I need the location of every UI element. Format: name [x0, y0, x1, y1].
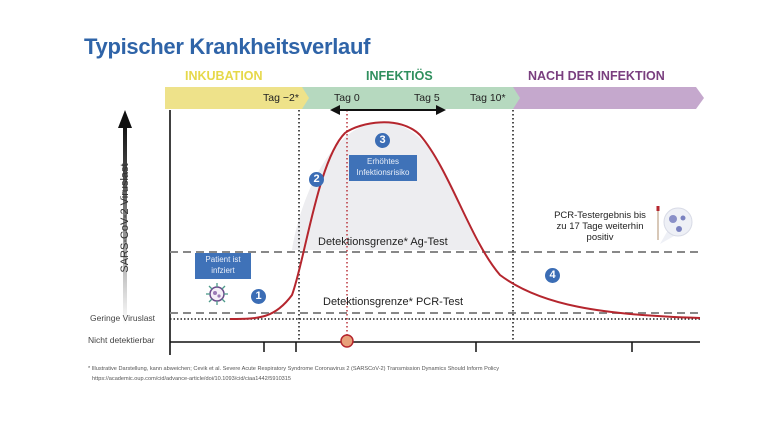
infected-box: Patient ist infziert [195, 253, 251, 279]
step-badge-4: 4 [545, 268, 560, 283]
tag-5: Tag 5 [414, 92, 440, 104]
phase-label-infectious: INFEKTIÖS [366, 69, 433, 83]
tag-10: Tag 10* [470, 92, 506, 104]
footnote-citation: * Illustrative Darstellung, kann abweich… [88, 366, 500, 372]
y-axis-label: SARS-CoV-2 Viruslast [119, 163, 131, 273]
ag-threshold-label: Detektionsgrenze* Ag-Test [318, 236, 448, 248]
tag-minus-2: Tag −2* [263, 92, 299, 104]
risk-box: Erhöhtes Infektionsrisiko [349, 155, 417, 181]
pcr-threshold-label: Detektionsgrenze* PCR-Test [323, 296, 464, 308]
low-load-label: Geringe Viruslast [90, 313, 156, 323]
phase-label-incubation: INKUBATION [185, 69, 263, 83]
step-badge-3: 3 [375, 133, 390, 148]
zero-load-label: Nicht detektierbar [88, 335, 155, 345]
step-badge-2: 2 [309, 172, 324, 187]
page-title: Typischer Krankheitsverlauf [84, 34, 371, 59]
footnote-link[interactable]: https://academic.oup.com/cid/advance-art… [92, 376, 292, 382]
step-badge-1: 1 [251, 289, 266, 304]
tag-0: Tag 0 [334, 92, 360, 104]
virus-icon [206, 283, 228, 305]
swab-magnifier-icon [656, 206, 693, 244]
pcr-note: PCR-Testergebnis bis zu 17 Tage weiterhi… [554, 210, 646, 243]
phase-label-post-infection: NACH DER INFEKTION [528, 69, 665, 83]
